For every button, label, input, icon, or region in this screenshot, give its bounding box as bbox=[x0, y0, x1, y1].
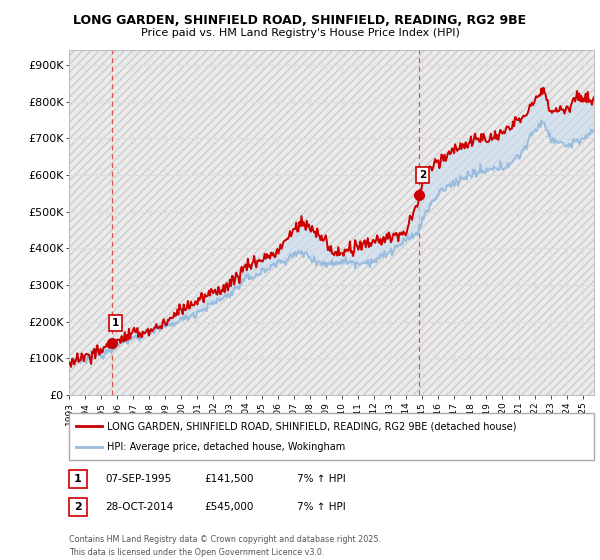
Text: 7% ↑ HPI: 7% ↑ HPI bbox=[297, 502, 346, 512]
Text: 07-SEP-1995: 07-SEP-1995 bbox=[105, 474, 171, 484]
Text: 7% ↑ HPI: 7% ↑ HPI bbox=[297, 474, 346, 484]
Text: This data is licensed under the Open Government Licence v3.0.: This data is licensed under the Open Gov… bbox=[69, 548, 325, 557]
Text: 1: 1 bbox=[74, 474, 82, 484]
Text: 2: 2 bbox=[419, 170, 427, 180]
Bar bbox=[69, 50, 594, 395]
Text: £141,500: £141,500 bbox=[204, 474, 254, 484]
Text: Price paid vs. HM Land Registry's House Price Index (HPI): Price paid vs. HM Land Registry's House … bbox=[140, 28, 460, 38]
Text: LONG GARDEN, SHINFIELD ROAD, SHINFIELD, READING, RG2 9BE (detached house): LONG GARDEN, SHINFIELD ROAD, SHINFIELD, … bbox=[107, 421, 516, 431]
Text: 28-OCT-2014: 28-OCT-2014 bbox=[105, 502, 173, 512]
Text: HPI: Average price, detached house, Wokingham: HPI: Average price, detached house, Woki… bbox=[107, 442, 345, 452]
Text: LONG GARDEN, SHINFIELD ROAD, SHINFIELD, READING, RG2 9BE: LONG GARDEN, SHINFIELD ROAD, SHINFIELD, … bbox=[73, 14, 527, 27]
Text: £545,000: £545,000 bbox=[204, 502, 253, 512]
Text: 1: 1 bbox=[112, 318, 119, 328]
Text: Contains HM Land Registry data © Crown copyright and database right 2025.: Contains HM Land Registry data © Crown c… bbox=[69, 535, 381, 544]
Text: 2: 2 bbox=[74, 502, 82, 512]
